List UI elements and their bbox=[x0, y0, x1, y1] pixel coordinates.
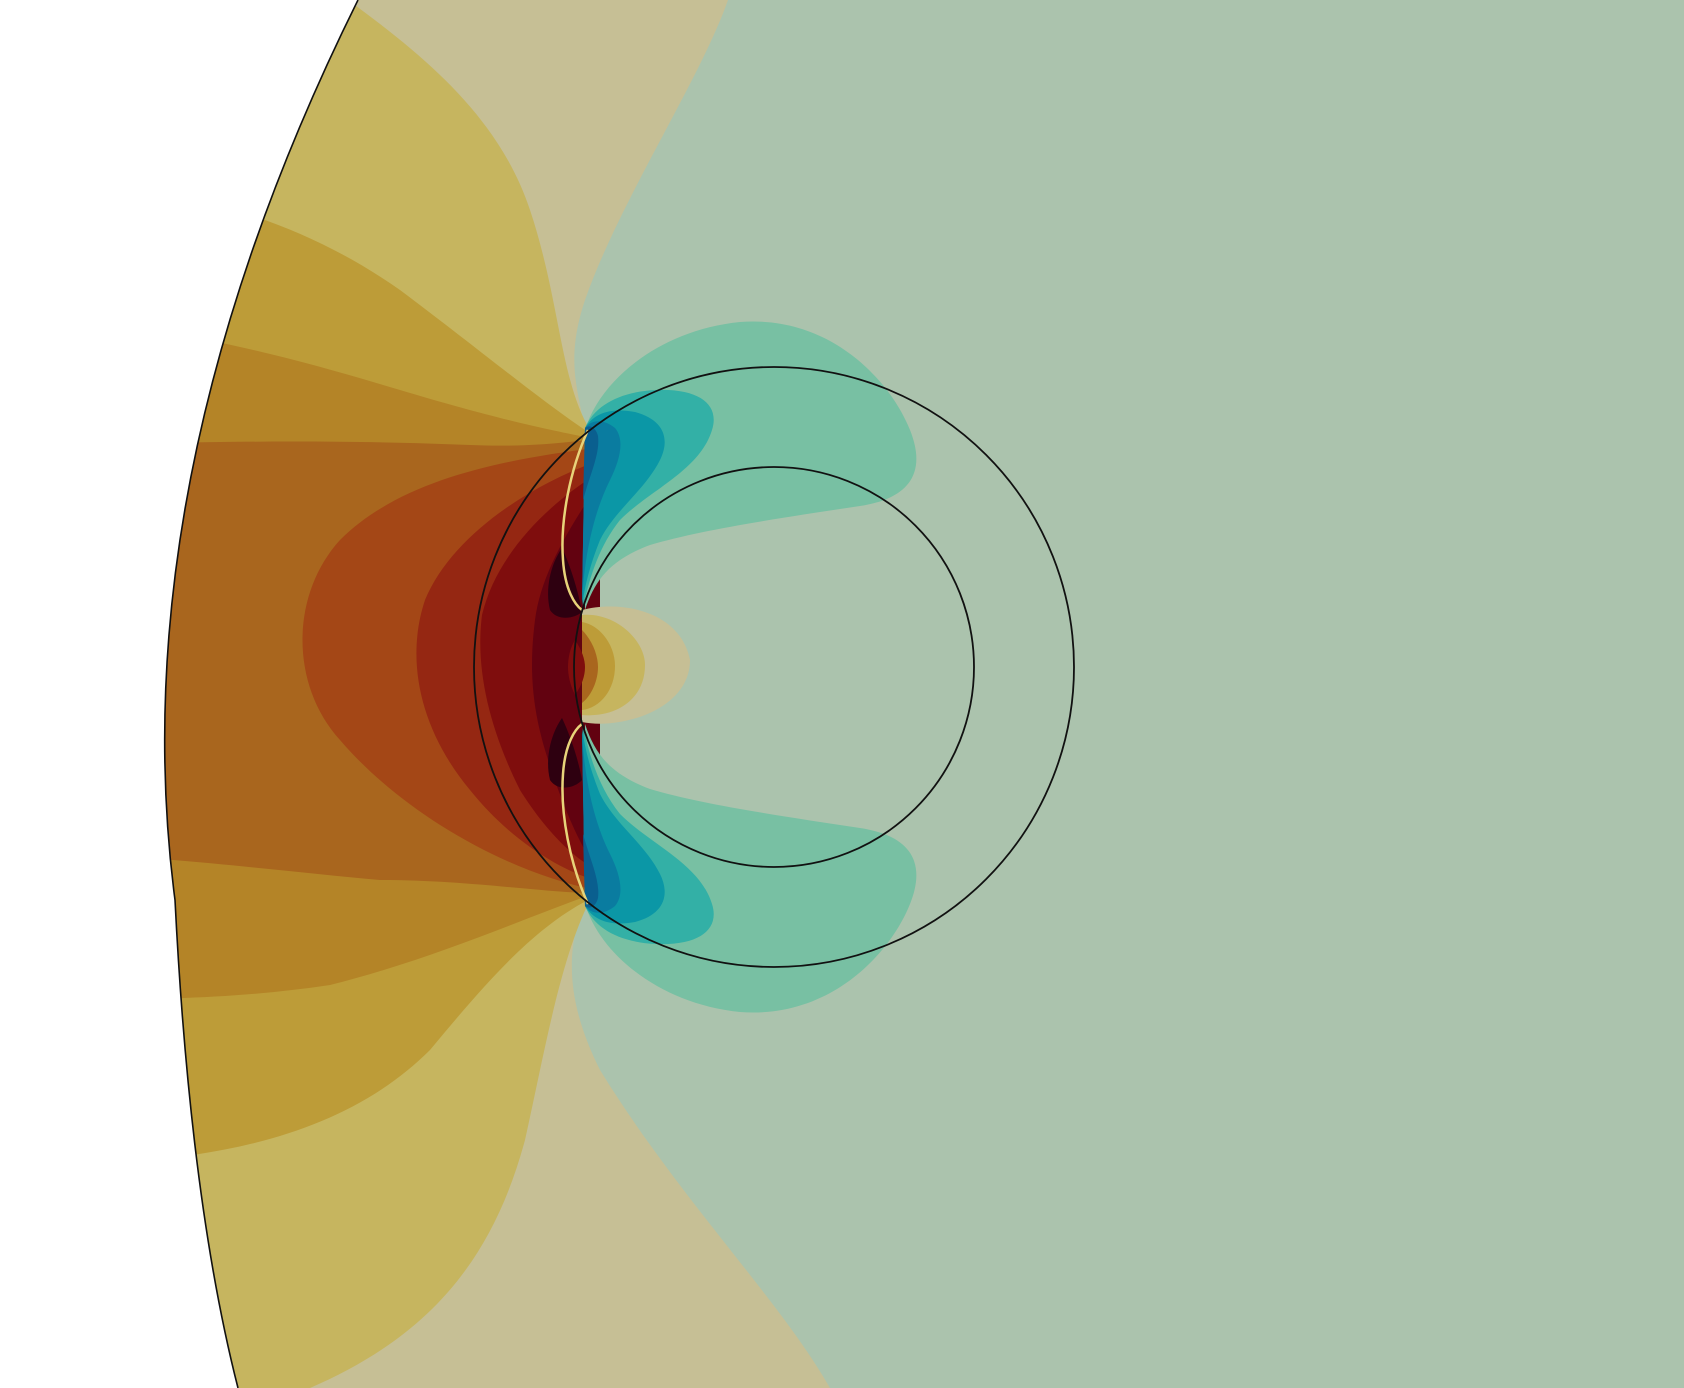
contour-lobes-lower bbox=[582, 724, 917, 1013]
inner-sphere-outline bbox=[573, 466, 975, 868]
outer-sphere-outline bbox=[473, 366, 1075, 968]
contour-band-stagnation-3 bbox=[582, 630, 598, 703]
contour-band-stagnation-4 bbox=[568, 640, 585, 695]
contour-lobe-neg-5-lower bbox=[583, 834, 599, 908]
contour-lobe-neg-5-upper bbox=[583, 426, 599, 500]
domain-boundary-arc bbox=[163, 0, 359, 1388]
shock-seam-lower bbox=[561, 722, 590, 905]
shock-seam-upper bbox=[561, 429, 590, 612]
